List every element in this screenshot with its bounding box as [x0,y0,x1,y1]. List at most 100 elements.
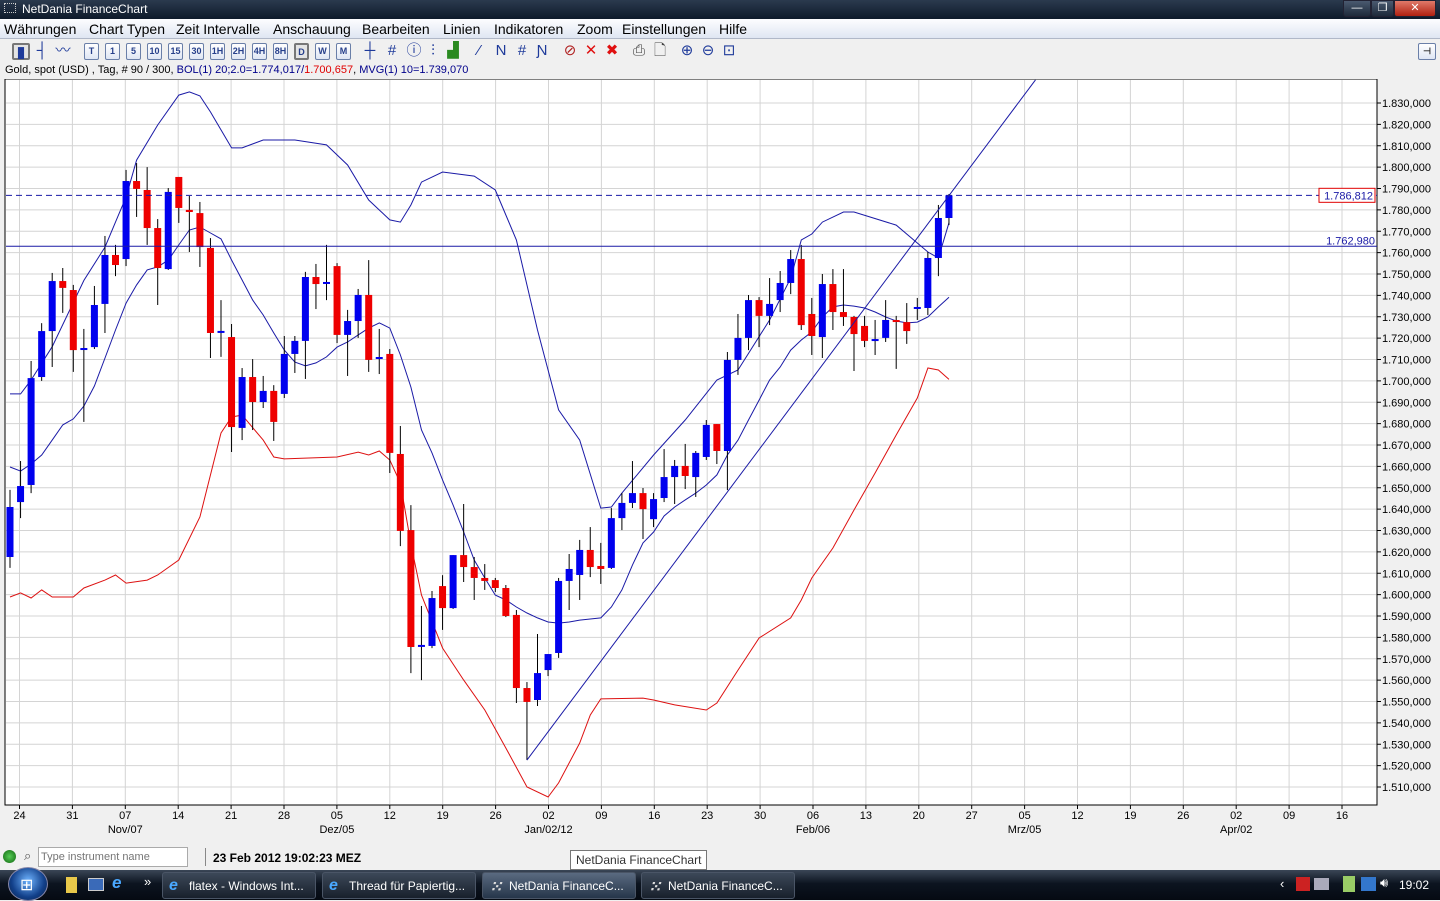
x-tick-label: 05 [1018,810,1030,822]
interval-button-w[interactable]: W [315,43,330,60]
bar-chart-icon[interactable]: ┤ [36,42,48,59]
restore-button[interactable]: ❐ [1371,0,1394,17]
show-desktop-icon[interactable] [88,878,104,891]
candle-body [449,555,457,609]
candle [249,359,257,431]
interval-button-2h[interactable]: 2H [231,43,246,60]
candle-body [734,337,742,360]
candle [597,542,605,584]
tooltip: NetDania FinanceChart [570,850,708,870]
drive-tray-icon[interactable] [1314,878,1329,890]
clock[interactable]: 19:02 [1399,878,1430,892]
explorer-icon[interactable] [66,877,77,893]
menu-hilfe[interactable]: Hilfe [719,21,748,37]
acrobat-tray-icon[interactable] [1296,877,1310,891]
print-preview-icon[interactable]: 🗋 [653,42,667,59]
interval-button-t[interactable]: T [84,43,99,60]
candle-body [745,300,752,338]
candlestick-chart-icon[interactable]: ▮ [12,43,30,61]
interval-button-m[interactable]: M [336,43,351,60]
candle-body [333,266,341,335]
close-button[interactable]: ✕ [1394,0,1436,17]
taskbar-task[interactable]: e flatex - Windows Int... [162,872,316,899]
minimize-button[interactable]: — [1343,0,1371,17]
candle [59,268,67,313]
trendline-icon[interactable]: ⁄ [477,42,481,59]
menu-chart-typen[interactable]: Chart Typen [89,21,166,37]
y-tick-label: 1.560,000 [1382,675,1431,687]
price-scale-icon[interactable]: ⫶ [431,42,435,59]
interval-button-1h[interactable]: 1H [210,43,225,60]
print-icon[interactable]: ⎙ [632,42,645,59]
candle [576,539,584,600]
menu-linien[interactable]: Linien [443,21,481,37]
line-chart-icon[interactable]: 〰 [55,42,71,59]
x-tick-label: 02 [1230,810,1242,822]
candle [618,493,626,531]
taskbar: ⊞ e » e flatex - Windows Int... e Thread fü… [0,867,1440,901]
crosshair-icon[interactable]: ┼ [364,42,376,59]
interval-button-1[interactable]: 1 [105,43,120,60]
candle-body [882,319,890,338]
channel-line-icon[interactable]: Ν [495,42,507,59]
power-tray-icon[interactable] [1343,876,1355,892]
axes: 1.510,000 1.520,000 1.530,000 1.540,000 1.55… [13,79,1431,836]
y-tick-label: 1.590,000 [1382,611,1431,623]
y-tick-label: 1.600,000 [1382,590,1431,602]
network-tray-icon[interactable] [1361,877,1376,891]
delete-line-icon[interactable]: ⊘ [563,42,577,59]
parallel-lines-icon[interactable]: # [517,42,527,59]
zoom-in-icon[interactable]: ⊕ [680,42,694,59]
menu-zoom[interactable]: Zoom [577,21,613,37]
candle-body [502,587,510,616]
candle-body [787,259,795,283]
candle-body [755,300,763,316]
menu-währungen[interactable]: Währungen [4,21,77,37]
interval-button-d[interactable]: D [294,43,309,60]
task-label: NetDania FinanceC... [668,879,783,893]
delete-icon[interactable]: ✕ [584,42,598,59]
candle-body [38,331,46,378]
taskbar-task[interactable]: e Thread für Papiertig... [322,872,476,899]
interval-button-10[interactable]: 10 [147,43,162,60]
interval-button-30[interactable]: 30 [189,43,204,60]
menu-bearbeiten[interactable]: Bearbeiten [362,21,430,37]
taskbar-task[interactable]: ⁙ NetDania FinanceC... [482,872,636,899]
search-icon: ⌕ [24,848,32,863]
windows-logo-icon: ⊞ [20,877,34,894]
info-icon[interactable]: ⓘ [406,42,422,59]
start-button[interactable]: ⊞ [8,867,48,901]
menu-einstellungen[interactable]: Einstellungen [622,21,707,37]
zoom-reset-icon[interactable]: ⊡ [722,42,736,59]
ie-quicklaunch-icon[interactable]: e [112,873,122,892]
interval-button-5[interactable]: 5 [126,43,141,60]
show-hidden-icons-button[interactable]: ‹ [1280,876,1285,891]
delete-all-icon[interactable]: ✖ [605,42,619,59]
y-tick-label: 1.580,000 [1382,632,1431,644]
volume-bars-icon[interactable]: ▟ [447,42,459,59]
grid-icon[interactable]: # [387,42,397,59]
zoom-out-icon[interactable]: ⊖ [701,42,715,59]
price-chart[interactable]: 1.510,000 1.520,000 1.530,000 1.540,000 1.55… [0,78,1440,841]
taskbar-task[interactable]: ⁙ NetDania FinanceC... [641,872,795,899]
chart-area[interactable]: 1.510,000 1.520,000 1.530,000 1.540,000 1.55… [0,78,1440,841]
candle [692,450,700,497]
menu-indikatoren[interactable]: Indikatoren [494,21,564,37]
menu-zeit-intervalle[interactable]: Zeit Intervalle [176,21,261,37]
interval-button-4h[interactable]: 4H [252,43,267,60]
interval-button-15[interactable]: 15 [168,43,183,60]
x-tick-label: 27 [966,810,978,822]
more-quicklaunch-button[interactable]: » [144,874,152,889]
instrument-search-input[interactable] [38,847,188,867]
candle [143,167,151,245]
candle [428,590,436,649]
candle [755,297,763,348]
drawn-lines: 1.762,980 1.786,812 [6,79,1377,761]
fibonacci-lines-icon[interactable]: Ɲ [536,42,548,59]
menu-anschauung[interactable]: Anschauung [273,21,351,37]
toggle-toolbar-button[interactable]: ⊣ [1418,43,1436,60]
task-label: Thread für Papiertig... [349,879,466,893]
candle-body [122,181,130,260]
volume-tray-icon[interactable]: 🔊︎ [1380,875,1389,890]
interval-button-8h[interactable]: 8H [273,43,288,60]
